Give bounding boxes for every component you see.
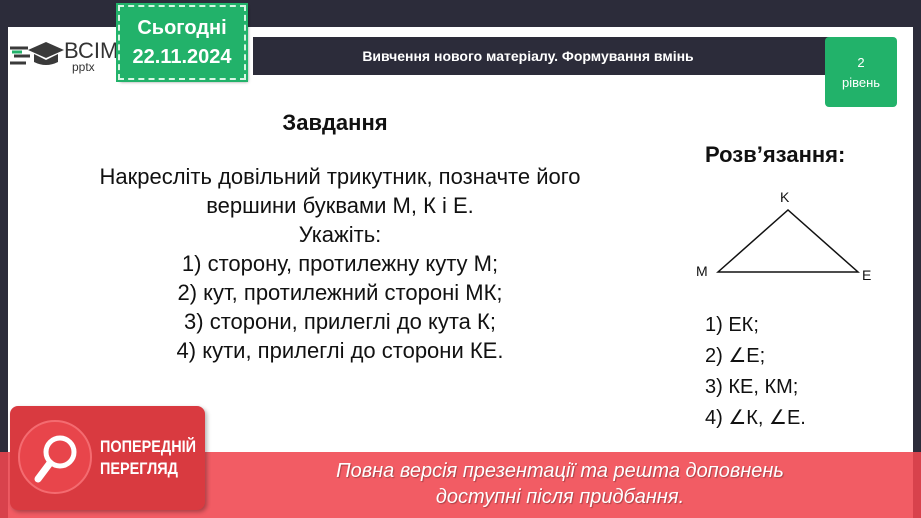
level-badge: 2 рівень [825,37,897,107]
task-line: 3) сторони, прилеглі до кута К; [184,309,496,334]
answer-item: 2) ∠Е; [705,345,766,367]
task-text: Накресліть довільний трикутник, позначте… [20,162,660,365]
logo: ВСІМ pptx [8,36,118,76]
level-label: рівень [841,75,881,90]
graduation-cap-icon [10,42,64,65]
task-line: Укажіть: [298,222,382,247]
vertex-m-label: M [696,263,708,279]
preview-message-line: доступні після придбання. [435,486,685,508]
answer-item: 1) ЕК; [705,314,759,336]
section-header: Вивчення нового матеріалу. Формування вм… [253,37,833,75]
task-line: вершини буквами М, К і Е. [206,193,474,218]
today-date: 22.11.2024 [132,46,232,68]
logo-brand: ВСІМ [64,38,119,63]
date-card: Сьогодні 22.11.2024 [116,3,248,82]
vertex-k-label: K [780,189,790,205]
level-number: 2 [857,55,865,70]
task-line: 4) кути, прилеглі до сторони КЕ. [176,338,504,363]
today-label: Сьогодні [137,17,227,39]
preview-message-line: Повна версія презентації та решта доповн… [336,460,784,482]
preview-label: ПОПЕРЕДНІЙ ПЕРЕГЛЯД [100,436,196,480]
triangle-diagram: M K E [696,189,871,283]
answers: 1) ЕК; 2) ∠Е; 3) КЕ, КМ; 4) ∠К, ∠Е. [705,310,806,434]
task-title: Завдання [282,110,388,135]
task-line: 1) сторону, протилежну куту М; [181,251,499,276]
preview-label-line: ПОПЕРЕДНІЙ [100,437,197,456]
solution-title: Розв’язання: [705,142,846,167]
preview-button[interactable]: ПОПЕРЕДНІЙ ПЕРЕГЛЯД [10,406,205,510]
answer-item: 3) КЕ, КМ; [705,376,799,398]
preview-message: Повна версія презентації та решта доповн… [240,458,880,510]
task-line: Накресліть довільний трикутник, позначте… [99,164,581,189]
vertex-e-label: E [862,267,871,283]
magnifier-icon [18,420,92,494]
answer-item: 4) ∠К, ∠Е. [705,407,806,429]
preview-label-line: ПЕРЕГЛЯД [100,459,178,478]
task-line: 2) кут, протилежний стороні МК; [177,280,503,305]
logo-sub: pptx [72,60,95,74]
triangle-mke [716,208,860,273]
